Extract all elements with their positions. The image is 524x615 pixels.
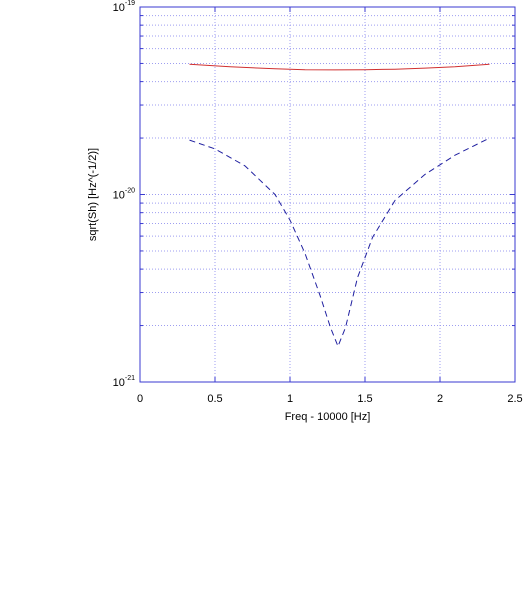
series-group xyxy=(189,63,490,348)
series-line-solid xyxy=(189,63,490,71)
x-axis-label: Freq - 10000 [Hz] xyxy=(285,411,371,423)
x-tick-label: 2.5 xyxy=(507,393,522,405)
tick-labels: 0 0.5 1 1.5 2 2.5 10-19 10-20 10-21 xyxy=(113,0,523,405)
ticks xyxy=(139,7,516,382)
x-tick-label: 0 xyxy=(137,393,143,405)
x-tick-label: 2 xyxy=(437,393,443,405)
y-tick-label: 10-20 xyxy=(113,188,135,202)
grid xyxy=(140,7,515,382)
x-tick-label: 1 xyxy=(287,393,293,405)
x-tick-label: 1.5 xyxy=(357,393,372,405)
y-tick-label: 10-19 xyxy=(113,0,135,14)
x-tick-label: 0.5 xyxy=(207,393,222,405)
y-axis-label: sqrt(Sh) [Hz^(-1/2)] xyxy=(87,148,99,241)
series-line-dashed xyxy=(189,137,490,348)
y-tick-label: 10-21 xyxy=(113,375,135,389)
